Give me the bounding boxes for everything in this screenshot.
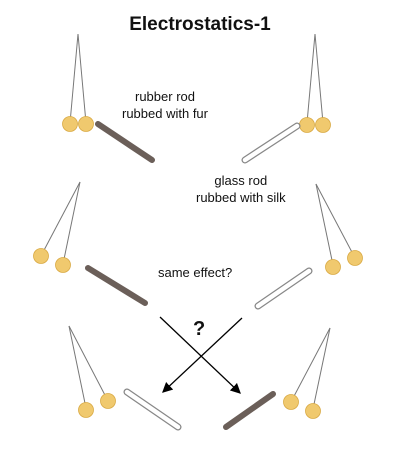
thread xyxy=(69,33,79,124)
diagram-title: Electrostatics-1 xyxy=(129,14,271,35)
glass-rod-caption: glass rod rubbed with silk xyxy=(196,172,286,206)
thread xyxy=(312,327,331,410)
pith-ball xyxy=(100,393,116,409)
rubber-rod-caption: rubber rod rubbed with fur xyxy=(122,88,208,122)
question-mark: ? xyxy=(193,318,206,340)
pith-ball xyxy=(305,403,321,419)
thread xyxy=(315,183,355,257)
pith-ball xyxy=(283,394,299,410)
pith-ball xyxy=(325,259,341,275)
pendulum-pair-row2-left xyxy=(33,181,81,273)
pith-ball xyxy=(78,116,94,132)
arrow-to-right xyxy=(159,316,241,394)
thread xyxy=(315,183,334,266)
pendulum-pair-row1-right xyxy=(299,33,331,133)
rubber-rod-row2 xyxy=(85,265,148,306)
pith-ball xyxy=(55,257,71,273)
glass-rod-row1 xyxy=(241,122,301,164)
same-effect-caption: same effect? xyxy=(158,265,233,280)
thread xyxy=(62,181,81,265)
pith-ball xyxy=(78,402,94,418)
glass-rod-row2 xyxy=(254,267,313,310)
thread xyxy=(77,33,87,124)
thread xyxy=(68,325,108,400)
pith-ball xyxy=(299,117,315,133)
rubber-rod-row1 xyxy=(95,121,155,163)
glass-rod-caption-line2: rubbed with silk xyxy=(196,190,286,205)
pith-ball xyxy=(347,250,363,266)
pendulum-pair-row2-right xyxy=(315,183,363,275)
glass-rod-row3 xyxy=(123,388,182,431)
glass-rod-caption-line1: glass rod xyxy=(214,173,268,188)
pith-ball xyxy=(62,116,78,132)
pith-ball xyxy=(315,117,331,133)
rubber-rod-row3 xyxy=(223,391,276,430)
thread xyxy=(291,327,331,401)
thread xyxy=(306,33,316,124)
pendulum-pair-row3-right xyxy=(283,327,331,419)
pendulum-pair-row3-left xyxy=(68,325,116,418)
rubber-rod-caption-line1: rubber rod xyxy=(135,89,195,104)
thread xyxy=(314,33,324,124)
pith-ball xyxy=(33,248,49,264)
arrow-to-left xyxy=(162,317,243,393)
thread xyxy=(68,325,87,409)
rubber-rod-caption-line2: rubbed with fur xyxy=(122,106,208,121)
thread xyxy=(41,181,81,255)
pendulum-pair-row1-left xyxy=(62,33,94,132)
